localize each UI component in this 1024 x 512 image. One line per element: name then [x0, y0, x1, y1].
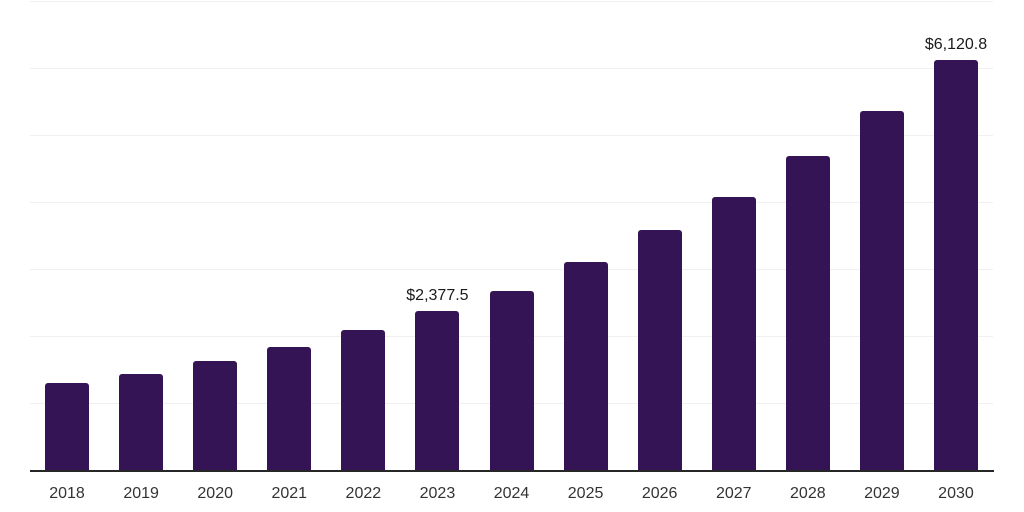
x-axis-label-2029: 2029 — [864, 485, 900, 502]
bar-2026 — [637, 230, 682, 470]
x-axis-line — [30, 470, 994, 472]
bar-2020 — [193, 361, 238, 470]
gridline — [30, 1, 993, 2]
bar-2027 — [711, 197, 756, 470]
x-axis-label-2022: 2022 — [345, 485, 382, 502]
bar-slot — [623, 0, 697, 470]
bar-2030 — [933, 59, 978, 470]
bar-2022 — [341, 330, 386, 470]
x-axis-label-2024: 2024 — [493, 485, 530, 502]
bar-slot — [252, 0, 326, 470]
x-axis-label-2020: 2020 — [197, 485, 233, 502]
x-axis-label-2019: 2019 — [123, 485, 159, 502]
bar-slot — [771, 0, 845, 470]
x-axis-label-2023: 2023 — [419, 485, 456, 502]
x-axis-label-2025: 2025 — [567, 485, 604, 502]
bar-slot — [178, 0, 252, 470]
bar-2019 — [119, 373, 164, 470]
bar-slot — [697, 0, 771, 470]
bar-slot — [30, 0, 104, 470]
bar-slot — [474, 0, 548, 470]
gridline — [30, 202, 993, 203]
x-axis-label-2027: 2027 — [715, 485, 752, 502]
bar-slot — [326, 0, 400, 470]
bar-2025 — [563, 261, 608, 470]
bar-slot: $6,120.8 — [919, 0, 993, 470]
x-axis-labels: 2018 2019 2020 2021 2022 2023 2024 2025 2026 2027… — [30, 484, 993, 504]
x-axis-label-2028: 2028 — [790, 485, 826, 502]
bar-slot: $2,377.5 — [400, 0, 474, 470]
bar-2029 — [859, 110, 904, 470]
bar-2024 — [489, 291, 534, 470]
bar-2023 — [415, 310, 460, 470]
x-axis-label-2018: 2018 — [49, 485, 85, 502]
x-axis-label-2026: 2026 — [641, 485, 678, 502]
bar-2018 — [45, 382, 90, 470]
gridline — [30, 68, 993, 69]
gridline — [30, 269, 993, 270]
x-axis-label-2021: 2021 — [271, 485, 308, 502]
bar-slot — [549, 0, 623, 470]
x-axis-label-2030: 2030 — [938, 485, 974, 502]
bar-slot — [104, 0, 178, 470]
bar-2021 — [267, 346, 312, 470]
bars-layer: $2,377.5 $6,120.8 — [30, 0, 993, 470]
bar-2028 — [785, 155, 830, 470]
plot-area: $2,377.5 $6,120.8 — [30, 0, 993, 471]
data-label-2030: $6,120.8 — [924, 35, 988, 53]
bar-slot — [845, 0, 919, 470]
data-label-2023: $2,377.5 — [406, 286, 469, 304]
gridline — [30, 135, 993, 136]
